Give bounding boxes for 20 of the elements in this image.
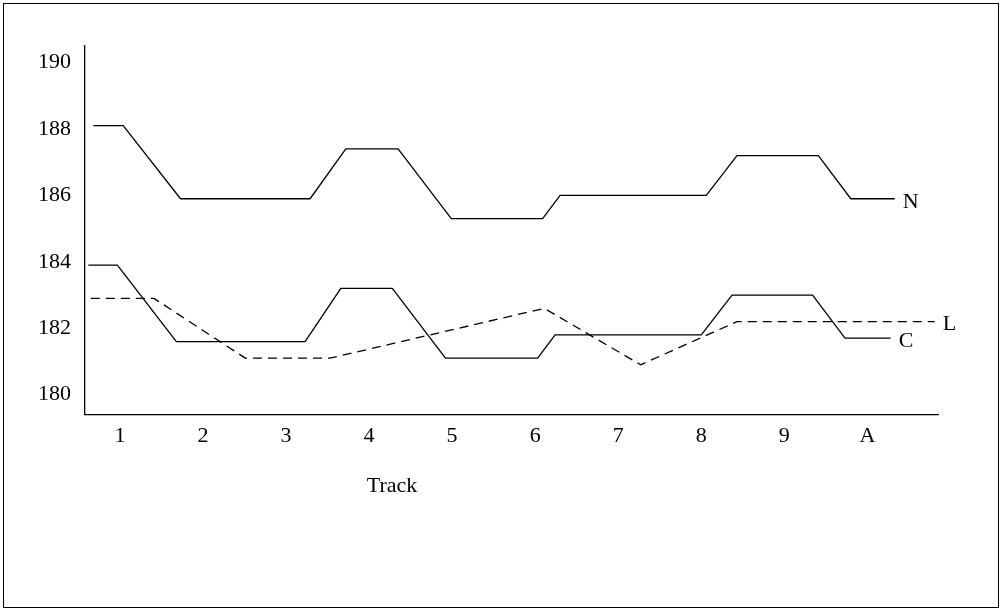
x-tick-label: 2 — [197, 421, 209, 447]
x-tick-label: 7 — [612, 421, 624, 447]
x-tick-label: 9 — [778, 421, 790, 447]
x-tick-label: 6 — [529, 421, 541, 447]
x-tick-label: 4 — [363, 421, 375, 447]
y-tick-label: 180 — [38, 380, 71, 406]
y-tick-label: 188 — [38, 114, 71, 140]
x-tick-label: 3 — [280, 421, 292, 447]
y-tick-label: 186 — [38, 181, 71, 207]
y-tick-label: 184 — [38, 247, 71, 273]
x-tick-label: 8 — [695, 421, 707, 447]
x-tick-label: 5 — [446, 421, 458, 447]
y-tick-label: 190 — [38, 48, 71, 74]
series-label: C — [898, 327, 914, 352]
x-axis-title: Track — [366, 472, 418, 498]
x-tick-label: 1 — [114, 421, 126, 447]
series-label: N — [902, 187, 919, 213]
series-label: L — [942, 310, 957, 336]
y-tick-label: 182 — [38, 314, 71, 340]
x-tick-label: A — [859, 421, 876, 447]
